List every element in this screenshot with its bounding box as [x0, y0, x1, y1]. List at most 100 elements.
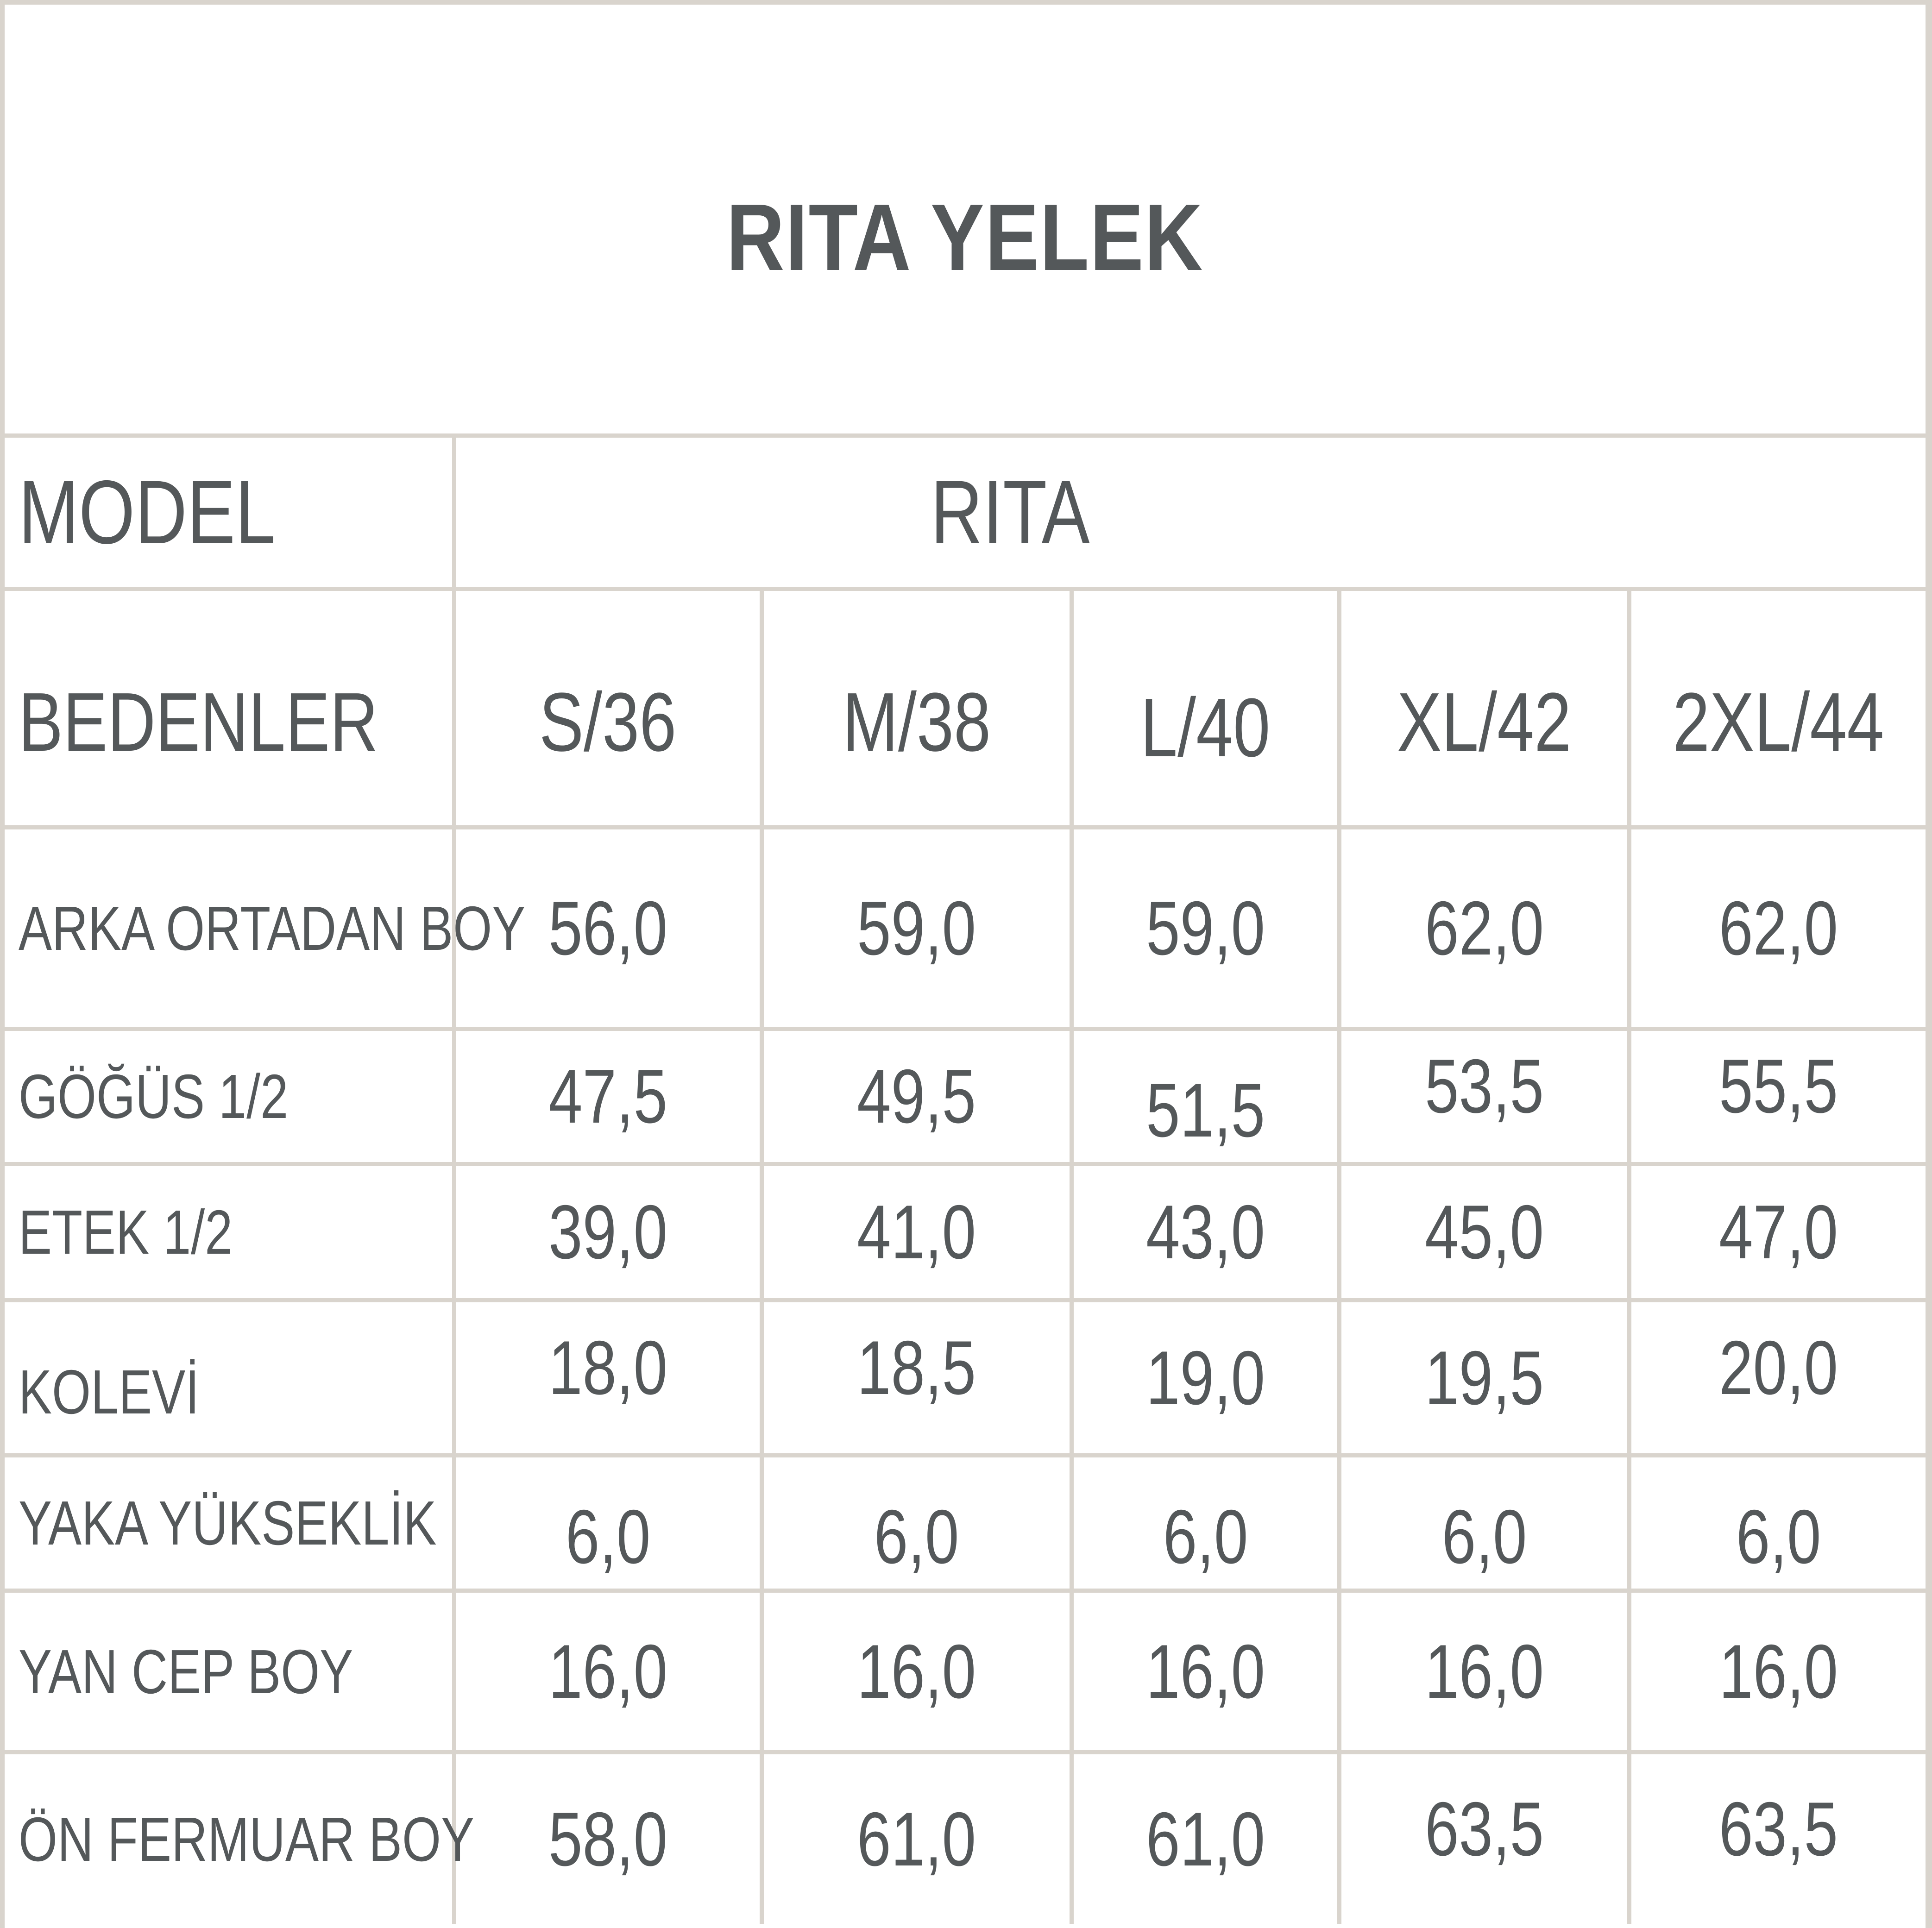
measurement-label: ARKA ORTADAN BOY [19, 893, 526, 963]
measurement-value: 41,0 [857, 1189, 976, 1275]
value-cell: 18,5 [764, 1302, 1074, 1457]
value-cell: 47,0 [1631, 1166, 1926, 1302]
measurement-value: 59,0 [857, 885, 976, 971]
measurement-value: 49,5 [857, 1054, 976, 1139]
size-l40: L/40 [1140, 681, 1271, 774]
measurement-value: 6,0 [1441, 1494, 1527, 1579]
model-label-cell: MODEL [5, 438, 456, 591]
model-value: RITA [931, 462, 1090, 563]
value-cell: 16,0 [1341, 1593, 1631, 1754]
value-cell: 49,5 [764, 1031, 1074, 1166]
value-cell: 16,0 [1074, 1593, 1341, 1754]
value-cell: 58,0 [456, 1754, 764, 1924]
value-cell: 51,5 [1074, 1031, 1341, 1166]
measurement-value: 53,5 [1425, 1043, 1544, 1129]
measurement-value: 43,0 [1146, 1189, 1265, 1275]
value-cell: 43,0 [1074, 1166, 1341, 1302]
size-s36: S/36 [539, 675, 677, 769]
size-2xl44: 2XL/44 [1673, 675, 1884, 769]
size-table: MODEL RITA BEDENLER S/36 M/38 L/40 XL/42… [5, 438, 1926, 1924]
measurement-value: 61,0 [857, 1796, 976, 1882]
value-cell: 56,0 [456, 829, 764, 1031]
measurement-value: 6,0 [874, 1494, 959, 1579]
row-label-yaka-yukseklik: YAKA YÜKSEKLİK [5, 1457, 456, 1593]
measurement-label: YAKA YÜKSEKLİK [19, 1488, 437, 1558]
measurement-value: 62,0 [1425, 885, 1544, 971]
value-cell: 19,0 [1074, 1302, 1341, 1457]
model-value-cell: RITA [456, 438, 1926, 591]
measurement-value: 19,5 [1425, 1335, 1544, 1420]
measurement-value: 45,0 [1425, 1189, 1544, 1275]
value-cell: 63,5 [1631, 1754, 1926, 1924]
measurement-value: 63,5 [1719, 1786, 1838, 1871]
measurement-value: 62,0 [1719, 885, 1838, 971]
value-cell: 62,0 [1631, 829, 1926, 1031]
value-cell: 20,0 [1631, 1302, 1926, 1457]
sizes-label-cell: BEDENLER [5, 591, 456, 829]
value-cell: 6,0 [1074, 1457, 1341, 1593]
value-cell: 6,0 [456, 1457, 764, 1593]
value-cell: 53,5 [1341, 1031, 1631, 1166]
measurement-value: 56,0 [548, 885, 667, 971]
model-label: MODEL [19, 462, 276, 563]
measurement-label: KOLEVİ [19, 1357, 200, 1427]
size-col-m38: M/38 [764, 591, 1074, 829]
size-xl42: XL/42 [1397, 675, 1572, 769]
measurement-label: GÖĞÜS 1/2 [19, 1061, 289, 1131]
value-cell: 6,0 [1341, 1457, 1631, 1593]
chart-title: RITA YELEK [726, 184, 1204, 290]
value-cell: 55,5 [1631, 1031, 1926, 1166]
value-cell: 6,0 [1631, 1457, 1926, 1593]
value-cell: 61,0 [764, 1754, 1074, 1924]
value-cell: 6,0 [764, 1457, 1074, 1593]
sizes-label: BEDENLER [19, 675, 378, 769]
measurement-value: 16,0 [857, 1628, 976, 1714]
row-label-on-fermuar-boy: ÖN FERMUAR BOY [5, 1754, 474, 1924]
measurement-value: 51,5 [1146, 1068, 1265, 1153]
measurement-value: 58,0 [548, 1796, 667, 1882]
value-cell: 19,5 [1341, 1302, 1631, 1457]
value-cell: 16,0 [764, 1593, 1074, 1754]
value-cell: 45,0 [1341, 1166, 1631, 1302]
measurement-value: 6,0 [1736, 1494, 1821, 1579]
size-col-l40: L/40 [1074, 591, 1341, 829]
measurement-value: 6,0 [1163, 1494, 1248, 1579]
size-col-2xl44: 2XL/44 [1631, 591, 1926, 829]
title-box: RITA YELEK [5, 5, 1926, 438]
measurement-value: 16,0 [1719, 1628, 1838, 1714]
value-cell: 41,0 [764, 1166, 1074, 1302]
measurement-value: 19,0 [1146, 1335, 1265, 1420]
value-cell: 59,0 [1074, 829, 1341, 1031]
size-m38: M/38 [842, 675, 991, 769]
measurement-label: ETEK 1/2 [19, 1197, 233, 1267]
row-label-etek: ETEK 1/2 [5, 1166, 456, 1302]
measurement-value: 20,0 [1719, 1325, 1838, 1410]
row-label-gogus: GÖĞÜS 1/2 [5, 1031, 456, 1166]
value-cell: 61,0 [1074, 1754, 1341, 1924]
value-cell: 39,0 [456, 1166, 764, 1302]
measurement-value: 47,5 [548, 1054, 667, 1139]
value-cell: 63,5 [1341, 1754, 1631, 1924]
value-cell: 16,0 [456, 1593, 764, 1754]
measurement-value: 59,0 [1146, 885, 1265, 971]
value-cell: 18,0 [456, 1302, 764, 1457]
value-cell: 59,0 [764, 829, 1074, 1031]
measurement-value: 61,0 [1146, 1796, 1265, 1882]
value-cell: 47,5 [456, 1031, 764, 1166]
row-label-yan-cep-boy: YAN CEP BOY [5, 1593, 456, 1754]
row-label-kolevi: KOLEVİ [5, 1302, 456, 1457]
measurement-value: 6,0 [565, 1494, 651, 1579]
measurement-label: ÖN FERMUAR BOY [19, 1804, 475, 1874]
measurement-value: 39,0 [548, 1189, 667, 1275]
measurement-value: 16,0 [1146, 1628, 1265, 1714]
value-cell: 62,0 [1341, 829, 1631, 1031]
measurement-value: 55,5 [1719, 1043, 1838, 1129]
measurement-value: 16,0 [1425, 1628, 1544, 1714]
measurement-label: YAN CEP BOY [19, 1636, 353, 1707]
row-label-arka-ortadan-boy: ARKA ORTADAN BOY [5, 829, 525, 1031]
measurement-value: 63,5 [1425, 1786, 1544, 1871]
measurement-value: 47,0 [1719, 1189, 1838, 1275]
measurement-value: 18,5 [857, 1325, 976, 1410]
measurement-value: 18,0 [548, 1325, 667, 1410]
measurement-value: 16,0 [548, 1628, 667, 1714]
